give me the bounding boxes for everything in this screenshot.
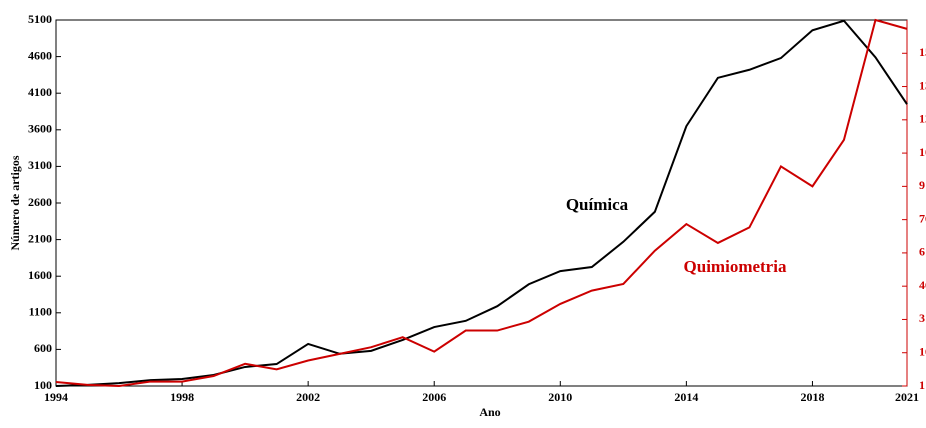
- x-tick-label: 1994: [44, 390, 68, 404]
- y-tick-label: 3600: [28, 122, 52, 136]
- y2-tick-label: 46: [919, 278, 926, 292]
- y-tick-label: 3100: [28, 158, 52, 172]
- y-tick-label: 100: [34, 378, 52, 392]
- y2-tick-label: 1: [919, 378, 925, 392]
- y-tick-label: 2100: [28, 231, 52, 245]
- annotation: Quimiometria: [684, 257, 787, 276]
- y-tick-label: 1600: [28, 268, 52, 282]
- x-tick-label: 2010: [548, 390, 572, 404]
- y2-tick-label: 15: [919, 45, 926, 59]
- x-tick-label: 2006: [422, 390, 446, 404]
- y2-tick-label: 31: [919, 311, 926, 325]
- y2-tick-label: 91: [919, 178, 926, 192]
- y2-tick-label: 10: [919, 145, 926, 159]
- x-tick-label: 1998: [170, 390, 194, 404]
- x-tick-label: 2014: [674, 390, 698, 404]
- y-tick-label: 4100: [28, 85, 52, 99]
- x-tick-label: 2018: [800, 390, 824, 404]
- x-tick-label: 2021: [895, 390, 919, 404]
- y-axis-label: Número de artigos: [8, 155, 22, 250]
- x-tick-label: 2002: [296, 390, 320, 404]
- y-tick-label: 2600: [28, 195, 52, 209]
- y2-tick-label: 76: [919, 211, 926, 225]
- y2-tick-label: 12: [919, 112, 926, 126]
- y2-tick-label: 13: [919, 78, 926, 92]
- y-tick-label: 1100: [29, 305, 52, 319]
- series-line: [55, 19, 908, 387]
- x-axis-label: Ano: [479, 405, 500, 419]
- series-line: [55, 18, 908, 388]
- annotation: Química: [566, 195, 629, 214]
- y-tick-label: 600: [34, 341, 52, 355]
- y2-tick-label: 61: [919, 245, 926, 259]
- y-tick-label: 4600: [28, 48, 52, 62]
- y-tick-label: 5100: [28, 12, 52, 26]
- y2-tick-label: 16: [919, 344, 926, 358]
